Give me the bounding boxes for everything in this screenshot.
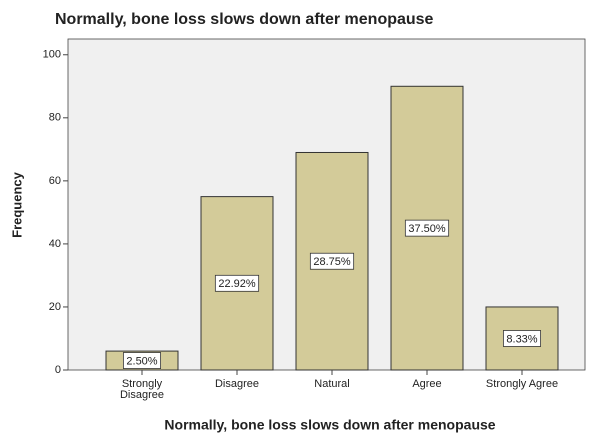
x-tick-label: Strongly Agree — [485, 378, 559, 390]
x-tick-label: Natural — [314, 378, 350, 390]
y-tick-label: 60 — [49, 175, 61, 187]
y-tick-label: 40 — [49, 238, 61, 250]
chart-title: Normally, bone loss slows down after men… — [55, 11, 434, 28]
x-tick-label: Disagree — [214, 378, 260, 390]
value-label: 8.33% — [506, 333, 537, 345]
value-label-box — [404, 219, 450, 237]
value-label: 22.92% — [218, 278, 256, 290]
x-axis-label: Normally, bone loss slows down after men… — [164, 417, 495, 433]
y-tick-label: 80 — [49, 112, 61, 124]
value-label-box — [214, 274, 260, 292]
y-tick-label: 20 — [49, 301, 61, 313]
value-label: 28.75% — [313, 256, 351, 268]
x-tick-label: Agree — [412, 378, 442, 390]
y-tick-label: 100 — [43, 49, 61, 61]
x-tick-label: Strongly Disagree — [119, 378, 165, 401]
y-tick-label: 0 — [55, 364, 61, 376]
value-label: 2.50% — [126, 355, 157, 367]
value-label-box — [502, 330, 542, 347]
value-label-box — [309, 252, 355, 270]
value-label: 37.50% — [408, 223, 446, 235]
value-label-box — [122, 352, 162, 369]
y-axis-label: Frequency — [9, 171, 24, 238]
